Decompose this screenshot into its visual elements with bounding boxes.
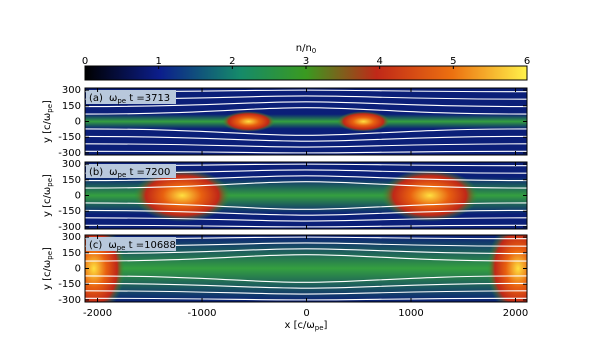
y-tick-label: -150 — [58, 279, 81, 290]
field-line — [85, 217, 527, 222]
panel-time-sub: pe — [117, 244, 126, 252]
panel-letter: (c) — [89, 240, 102, 251]
plasmoid — [222, 111, 276, 132]
field-line — [85, 143, 527, 148]
plasmoid — [381, 169, 479, 222]
field-line — [85, 181, 527, 189]
y-tick-label: -300 — [58, 222, 81, 233]
x-axis-label: x [c/ωpe] — [285, 320, 328, 332]
colorbar-tick-label: 6 — [524, 56, 530, 67]
panel-time-end: t =7200 — [126, 167, 170, 178]
colorbar-tick-label: 4 — [376, 56, 382, 67]
y-tick-label: -150 — [58, 206, 81, 217]
y-tick-label: 150 — [62, 101, 81, 112]
x-axis-label-end: ] — [324, 320, 328, 331]
panel-time-sub: pe — [117, 97, 126, 105]
panel-label-box — [86, 90, 176, 104]
field-line — [85, 290, 527, 295]
x-axis-label-sub: pe — [315, 324, 324, 332]
panel-time: ω — [109, 167, 117, 178]
x-tick-label: 2000 — [503, 308, 528, 319]
y-axis-label-end: ] — [42, 174, 53, 178]
field-line — [85, 202, 527, 210]
y-axis-label-sub: pe — [46, 104, 54, 113]
field-line — [85, 107, 527, 115]
panel — [85, 235, 527, 302]
x-tick-label: -2000 — [83, 308, 112, 319]
panel-letter: (a) — [89, 93, 103, 104]
y-tick-label: 0 — [75, 117, 81, 128]
y-axis-label-sub: pe — [46, 178, 54, 187]
y-axis-label-main: y [c/ω — [42, 113, 53, 143]
y-tick-label: 300 — [62, 232, 81, 243]
field-line — [85, 163, 527, 167]
field-line — [85, 150, 527, 154]
y-axis-label: y [c/ωpe] — [42, 247, 54, 290]
y-tick-label: 0 — [75, 264, 81, 275]
panel-time-end: t =3713 — [126, 93, 170, 104]
panel-label: (b) ωpe t =7200 — [89, 167, 170, 179]
field-line — [85, 89, 527, 93]
field-line — [85, 242, 527, 247]
colorbar-tick-label: 2 — [229, 56, 235, 67]
field-line — [85, 282, 527, 289]
field-line — [85, 248, 527, 255]
field-line — [85, 275, 527, 283]
panel-time-end: t =10688 — [125, 240, 175, 251]
y-tick-label: -300 — [58, 148, 81, 159]
field-line — [85, 101, 527, 108]
panel-time: ω — [109, 93, 117, 104]
x-axis-label-main: x [c/ω — [285, 320, 315, 331]
colorbar-tick-label: 3 — [303, 56, 309, 67]
field-line — [85, 209, 527, 216]
y-axis-label-sub: pe — [46, 251, 54, 260]
y-tick-label: -300 — [58, 295, 81, 306]
plasmoid — [133, 169, 231, 222]
y-axis-label-end: ] — [42, 100, 53, 104]
colorbar-tick-label: 1 — [155, 56, 161, 67]
field-line — [85, 254, 527, 262]
y-axis-label-main: y [c/ω — [42, 187, 53, 217]
plasmoid — [336, 111, 390, 132]
panel-letter: (b) — [89, 167, 103, 178]
y-tick-label: 0 — [75, 191, 81, 202]
panel-time-sub: pe — [118, 171, 127, 179]
colorbar-label: n/n0 — [296, 43, 317, 55]
current-sheet — [85, 114, 527, 129]
panel-label: (a) ωpe t =3713 — [89, 93, 170, 105]
panel-label-box — [86, 237, 176, 251]
colorbar-tick-label: 0 — [82, 56, 88, 67]
y-axis-label: y [c/ωpe] — [42, 100, 54, 143]
y-tick-label: 150 — [62, 175, 81, 186]
colorbar-label-main: n/n — [296, 43, 312, 54]
colorbar-label-sub: 0 — [312, 47, 316, 55]
field-line — [85, 175, 527, 182]
y-tick-label: -150 — [58, 132, 81, 143]
field-line — [85, 128, 527, 136]
y-tick-label: 150 — [62, 248, 81, 259]
panel-time: ω — [108, 240, 116, 251]
field-line — [85, 297, 527, 301]
y-axis-label-end: ] — [42, 247, 53, 251]
field-line — [85, 135, 527, 142]
colorbar-tick-label: 5 — [450, 56, 456, 67]
plasmoid — [487, 235, 527, 302]
x-tick-label: -1000 — [187, 308, 216, 319]
field-line — [85, 224, 527, 228]
y-tick-label: 300 — [62, 159, 81, 170]
y-tick-label: 300 — [62, 85, 81, 96]
field-line — [85, 236, 527, 240]
panel-label-box — [86, 164, 176, 178]
field-line — [85, 169, 527, 174]
plasmoid — [85, 235, 125, 302]
field-line — [85, 95, 527, 100]
y-axis-label: y [c/ωpe] — [42, 174, 54, 217]
x-tick-label: 1000 — [398, 308, 423, 319]
panel-label: (c) ωpe t =10688 — [89, 240, 176, 252]
y-axis-label-main: y [c/ω — [42, 260, 53, 290]
x-tick-label: 0 — [303, 308, 309, 319]
